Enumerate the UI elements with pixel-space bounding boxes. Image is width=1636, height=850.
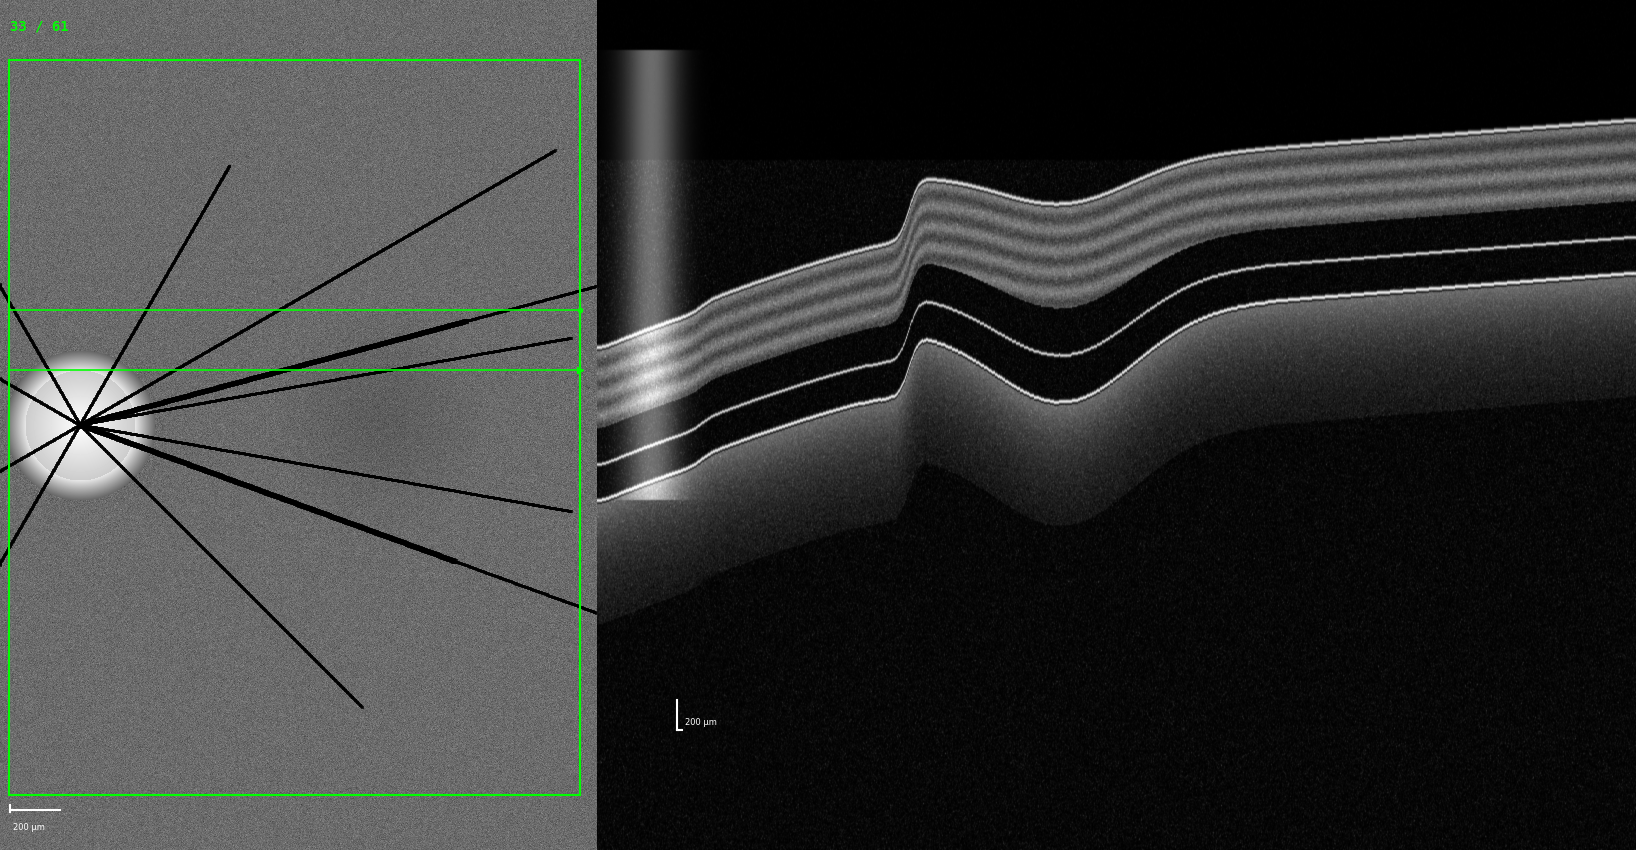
Text: 200 μm: 200 μm bbox=[13, 823, 44, 832]
Bar bbox=[10, 60, 581, 795]
Text: 200 μm: 200 μm bbox=[685, 718, 717, 727]
Text: 33 / 61: 33 / 61 bbox=[10, 19, 69, 33]
